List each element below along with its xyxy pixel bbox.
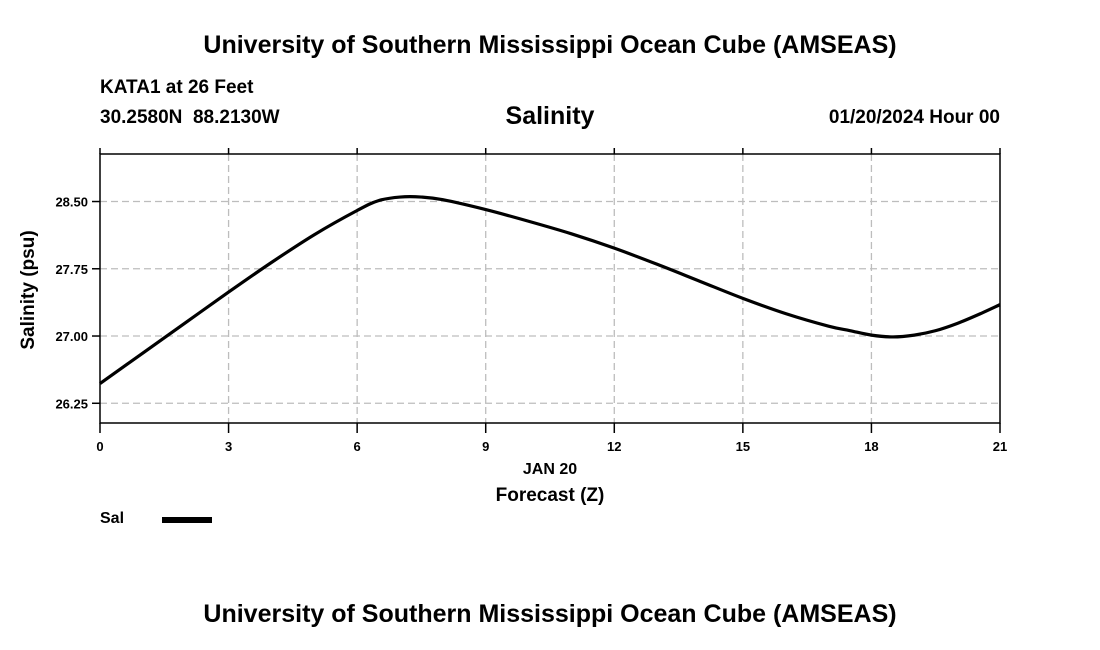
x-axis-label: Forecast (Z) <box>496 485 605 506</box>
grid-lines <box>100 154 1000 423</box>
x-tick-label: 15 <box>736 439 750 454</box>
station-label: KATA1 at 26 Feet <box>100 77 254 98</box>
x-tick-label: 0 <box>96 439 103 454</box>
legend-label: Sal <box>100 510 125 527</box>
axes: 0 3 6 9 12 15 18 21 26.25 27.00 27.75 28.50 <box>55 148 1007 454</box>
x-tick-label: 21 <box>993 439 1007 454</box>
top-title: University of Southern Mississippi Ocean… <box>203 31 897 59</box>
legend-swatch <box>162 517 212 523</box>
y-tick-label: 26.25 <box>55 396 88 411</box>
x-tick-label: 18 <box>864 439 878 454</box>
x-tick-label: 9 <box>482 439 489 454</box>
x-tick-label: 6 <box>354 439 361 454</box>
x-tick-label: 3 <box>225 439 232 454</box>
y-tick-label: 28.50 <box>55 195 88 210</box>
chart-title: Salinity <box>505 102 595 130</box>
y-axis-label: Salinity (psu) <box>18 230 39 349</box>
plot-frame <box>99 153 1001 424</box>
axis-labels: Salinity (psu) JAN 20 Forecast (Z) <box>18 230 604 506</box>
x-tick-label: 12 <box>607 439 621 454</box>
x-axis-date-label: JAN 20 <box>523 461 577 478</box>
bottom-title: University of Southern Mississippi Ocean… <box>203 600 897 628</box>
coordinates-label: 30.2580N 88.2130W <box>100 107 280 128</box>
y-tick-label: 27.00 <box>55 329 88 344</box>
y-tick-label: 27.75 <box>55 262 88 277</box>
datetime-label: 01/20/2024 Hour 00 <box>828 107 1000 128</box>
series-line-sal <box>99 195 1001 385</box>
series-layer <box>99 195 1001 385</box>
